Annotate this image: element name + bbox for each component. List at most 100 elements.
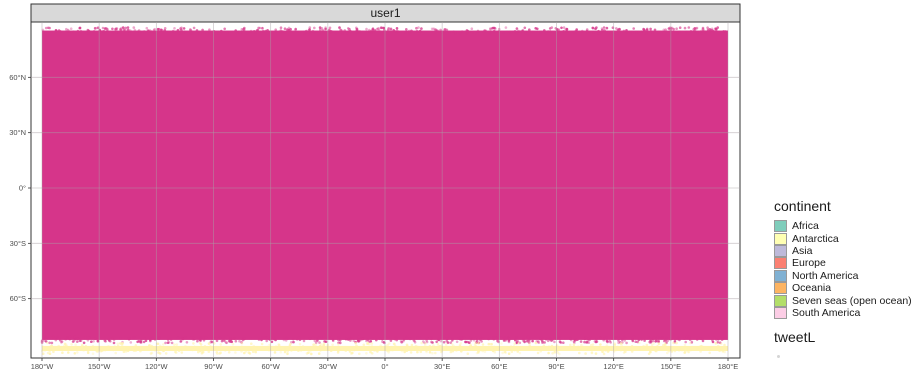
point (723, 347, 727, 351)
point (449, 341, 453, 345)
point (466, 352, 470, 356)
point (396, 347, 399, 351)
point (162, 349, 165, 353)
point (410, 343, 414, 347)
point (126, 349, 130, 353)
point (238, 339, 241, 343)
point (675, 27, 678, 31)
point (392, 347, 395, 350)
point (665, 336, 668, 340)
point (147, 344, 151, 347)
point (181, 337, 185, 341)
point (506, 348, 509, 351)
point (481, 343, 485, 346)
point (362, 343, 366, 347)
point (419, 346, 422, 349)
point (379, 26, 383, 30)
point (598, 346, 601, 350)
point (311, 336, 315, 340)
point (684, 340, 687, 344)
point (157, 348, 160, 351)
point (600, 347, 603, 351)
point (584, 352, 587, 355)
point (422, 32, 425, 35)
point (431, 351, 434, 355)
point (489, 28, 492, 31)
point (451, 345, 454, 349)
point (591, 347, 595, 351)
point (44, 26, 48, 30)
point (642, 344, 645, 348)
x-tick-label: 0° (381, 362, 388, 371)
point (389, 27, 393, 31)
point (493, 336, 496, 339)
point (516, 339, 519, 343)
point (419, 350, 423, 354)
point (90, 340, 93, 344)
point (501, 351, 504, 355)
point (483, 350, 487, 353)
point (638, 341, 641, 345)
point (541, 341, 544, 344)
point (116, 344, 120, 348)
point (500, 348, 504, 351)
point (317, 352, 321, 355)
point (613, 336, 617, 340)
legend-item: Oceania (774, 282, 913, 295)
point (59, 30, 62, 33)
point (604, 349, 607, 352)
series-south-america (40, 26, 728, 345)
point (134, 349, 138, 352)
point (290, 349, 293, 352)
point (82, 348, 85, 352)
point (339, 28, 343, 32)
point (643, 339, 646, 342)
point (156, 342, 159, 346)
point (231, 342, 235, 346)
point (423, 341, 426, 345)
point (599, 336, 602, 340)
point (226, 31, 229, 34)
point (116, 342, 120, 346)
point (537, 340, 540, 343)
point (65, 344, 68, 348)
legend: continent Africa Antarctica Asia Europe Nort… (774, 198, 913, 359)
point (521, 339, 525, 342)
point (605, 31, 608, 34)
point (189, 29, 193, 32)
point (354, 341, 358, 345)
point (164, 352, 168, 355)
point (195, 29, 199, 32)
point (514, 338, 517, 342)
point (616, 345, 619, 349)
point (173, 30, 176, 34)
point (581, 29, 584, 33)
point (515, 31, 518, 35)
point (274, 345, 278, 348)
point (605, 339, 609, 343)
point (207, 350, 211, 354)
point (424, 342, 427, 345)
point (314, 341, 318, 345)
point (378, 337, 382, 341)
point (589, 343, 593, 347)
point (664, 28, 667, 32)
point (112, 348, 115, 352)
point (312, 343, 315, 347)
point (703, 30, 707, 34)
point (91, 344, 95, 348)
point (492, 345, 496, 349)
point (101, 26, 105, 30)
point (436, 342, 440, 346)
point (617, 341, 620, 345)
point (622, 29, 626, 33)
point (636, 340, 639, 344)
point (180, 351, 184, 354)
point (666, 351, 669, 355)
point (507, 339, 511, 343)
point (474, 336, 478, 339)
point (689, 348, 692, 352)
point (437, 338, 441, 342)
point (481, 31, 485, 35)
point (632, 27, 635, 30)
